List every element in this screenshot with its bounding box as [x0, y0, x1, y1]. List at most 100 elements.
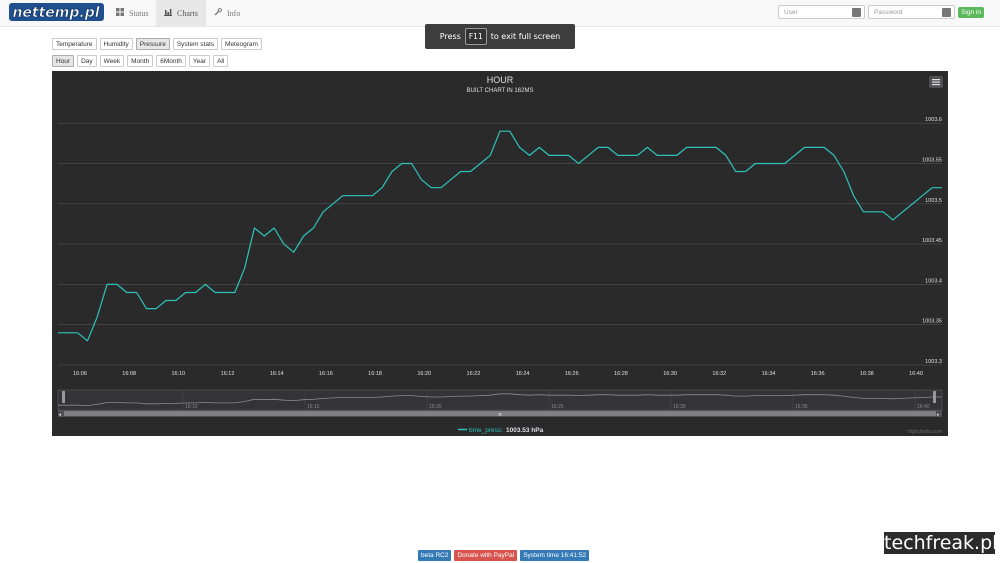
data-point[interactable]: [598, 147, 599, 148]
data-point[interactable]: [745, 171, 746, 172]
scroll-right-arrow-icon[interactable]: ▸: [937, 412, 940, 418]
sensor-button-temperature[interactable]: Temperature: [52, 38, 97, 50]
data-point[interactable]: [264, 235, 265, 236]
data-point[interactable]: [843, 171, 844, 172]
period-button-week[interactable]: Week: [99, 55, 125, 67]
data-point[interactable]: [519, 147, 520, 148]
data-point[interactable]: [391, 171, 392, 172]
data-point[interactable]: [922, 195, 923, 196]
data-point[interactable]: [293, 252, 294, 253]
data-point[interactable]: [607, 147, 608, 148]
data-point[interactable]: [824, 147, 825, 148]
data-point[interactable]: [372, 195, 373, 196]
data-point[interactable]: [892, 219, 893, 220]
data-point[interactable]: [716, 147, 717, 148]
data-point[interactable]: [558, 155, 559, 156]
password-input[interactable]: Password: [868, 5, 955, 19]
data-point[interactable]: [411, 163, 412, 164]
data-point[interactable]: [470, 171, 471, 172]
data-point[interactable]: [627, 155, 628, 156]
navigator-handle-left[interactable]: [62, 391, 65, 403]
scroll-grip-icon[interactable]: ≡: [498, 412, 502, 418]
data-point[interactable]: [283, 244, 284, 245]
data-point[interactable]: [725, 155, 726, 156]
period-button-month[interactable]: Month: [127, 55, 154, 67]
data-point[interactable]: [244, 268, 245, 269]
data-point[interactable]: [912, 203, 913, 204]
chart-legend[interactable]: bme_press: 1003.53 hPa: [458, 427, 544, 434]
data-point[interactable]: [107, 284, 108, 285]
data-point[interactable]: [421, 179, 422, 180]
chart-credits[interactable]: Highcharts.com: [907, 429, 942, 435]
data-point[interactable]: [303, 235, 304, 236]
sensor-button-meteogram[interactable]: Meteogram: [221, 38, 262, 50]
data-point[interactable]: [883, 211, 884, 212]
data-point[interactable]: [647, 147, 648, 148]
data-point[interactable]: [774, 163, 775, 164]
data-point[interactable]: [706, 147, 707, 148]
data-point[interactable]: [873, 211, 874, 212]
data-point[interactable]: [696, 147, 697, 148]
data-point[interactable]: [765, 163, 766, 164]
data-point[interactable]: [87, 340, 88, 341]
data-point[interactable]: [784, 163, 785, 164]
data-point[interactable]: [941, 187, 942, 188]
data-point[interactable]: [490, 155, 491, 156]
data-point[interactable]: [853, 195, 854, 196]
data-point[interactable]: [657, 155, 658, 156]
data-point[interactable]: [352, 195, 353, 196]
data-point[interactable]: [254, 227, 255, 228]
data-point[interactable]: [932, 187, 933, 188]
period-button-6month[interactable]: 6Month: [156, 55, 186, 67]
data-point[interactable]: [814, 147, 815, 148]
data-point[interactable]: [332, 203, 333, 204]
data-point[interactable]: [499, 131, 500, 132]
sensor-button-system-stats[interactable]: System stats: [172, 38, 219, 50]
data-point[interactable]: [480, 163, 481, 164]
navigator-scrollbar-thumb[interactable]: [64, 411, 936, 416]
series-line-bme-press[interactable]: [58, 130, 942, 342]
nettemp-logo[interactable]: nettemp.pl: [9, 1, 104, 23]
data-point[interactable]: [313, 227, 314, 228]
data-point[interactable]: [77, 332, 78, 333]
period-button-hour[interactable]: Hour: [52, 55, 75, 67]
period-button-year[interactable]: Year: [188, 55, 211, 67]
data-point[interactable]: [126, 292, 127, 293]
data-point[interactable]: [637, 155, 638, 156]
data-point[interactable]: [441, 187, 442, 188]
sensor-button-pressure[interactable]: Pressure: [135, 38, 170, 50]
data-point[interactable]: [57, 332, 58, 333]
data-point[interactable]: [902, 211, 903, 212]
period-button-all[interactable]: All: [213, 55, 229, 67]
data-point[interactable]: [382, 187, 383, 188]
nav-info[interactable]: Info: [206, 0, 248, 26]
navigator-handle-right[interactable]: [933, 391, 936, 403]
sign-in-button[interactable]: Sign in: [958, 7, 984, 18]
data-point[interactable]: [578, 163, 579, 164]
data-point[interactable]: [833, 155, 834, 156]
data-point[interactable]: [568, 155, 569, 156]
data-point[interactable]: [686, 147, 687, 148]
data-point[interactable]: [342, 195, 343, 196]
scroll-left-arrow-icon[interactable]: ◂: [59, 412, 62, 418]
data-point[interactable]: [323, 211, 324, 212]
data-point[interactable]: [97, 316, 98, 317]
data-point[interactable]: [175, 300, 176, 301]
data-point[interactable]: [146, 308, 147, 309]
data-point[interactable]: [156, 308, 157, 309]
data-point[interactable]: [539, 147, 540, 148]
data-point[interactable]: [460, 171, 461, 172]
data-point[interactable]: [215, 292, 216, 293]
data-point[interactable]: [431, 187, 432, 188]
data-point[interactable]: [224, 292, 225, 293]
user-input[interactable]: User: [778, 5, 865, 19]
data-point[interactable]: [863, 211, 864, 212]
data-point[interactable]: [234, 292, 235, 293]
data-point[interactable]: [401, 163, 402, 164]
data-point[interactable]: [362, 195, 363, 196]
data-point[interactable]: [136, 292, 137, 293]
data-point[interactable]: [617, 155, 618, 156]
sensor-button-humidity[interactable]: Humidity: [99, 38, 133, 50]
chart-menu-icon[interactable]: [929, 76, 943, 88]
data-point[interactable]: [195, 292, 196, 293]
